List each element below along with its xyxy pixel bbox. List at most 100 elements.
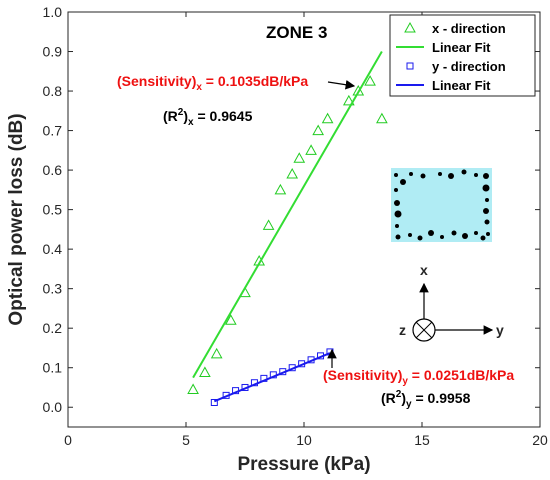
specimen-dot	[395, 234, 401, 240]
y-tick-label: 0.5	[43, 202, 63, 218]
legend-label-0: x - direction	[432, 21, 506, 36]
specimen-dot	[400, 179, 406, 185]
specimen-dot	[428, 230, 434, 236]
sensitivity-x-label: (Sensitivity)	[117, 73, 196, 89]
data-point-x-direction	[187, 383, 199, 394]
data-point-x-direction	[274, 183, 287, 195]
data-point-x-direction	[210, 347, 223, 359]
specimen-dot	[483, 173, 489, 179]
data-point-x-direction	[224, 314, 237, 325]
legend-label-1: Linear Fit	[432, 40, 491, 55]
r2-y-superscript: 2	[396, 389, 402, 400]
specimen-dot	[483, 208, 489, 214]
r2-x-subscript: x	[188, 117, 194, 128]
axis-diagram-y-label: y	[496, 322, 504, 338]
sensitivity-y-annotation: (Sensitivity)y = 0.0251dB/kPa	[323, 367, 514, 387]
y-tick-label: 0.7	[43, 123, 63, 139]
specimen-dot	[474, 173, 478, 177]
r2-y-value: = 0.9958	[412, 390, 471, 406]
specimen-dot	[462, 233, 468, 239]
data-point-x-direction	[342, 94, 355, 106]
y-axis-label: Optical power loss (dB)	[6, 113, 27, 325]
data-point-x-direction	[262, 219, 275, 230]
specimen-dot	[394, 173, 398, 177]
x-tick-label: 15	[414, 432, 430, 448]
data-point-x-direction	[364, 75, 376, 86]
data-point-y-direction	[210, 398, 218, 406]
fit-line-3	[213, 352, 331, 403]
legend-marker-triangle	[404, 21, 416, 33]
data-point-x-direction	[293, 152, 306, 163]
specimen-dot	[482, 184, 490, 192]
data-point-x-direction	[376, 112, 388, 124]
x-axis-label: Pressure (kPa)	[237, 454, 370, 475]
y-tick-label: 0.3	[43, 281, 63, 297]
y-tick-label: 0.6	[43, 162, 63, 178]
specimen-inset-rect	[391, 168, 492, 242]
legend-box	[389, 14, 536, 97]
specimen-dot	[394, 188, 398, 192]
specimen-dot	[438, 172, 442, 176]
specimen-dot	[420, 173, 426, 179]
specimen-dot	[448, 173, 454, 179]
r2-y-annotation: (R2)y = 0.9958	[381, 389, 471, 410]
data-point-x-direction	[199, 366, 211, 377]
y-tick-label: 0.0	[43, 399, 63, 415]
specimen-dot	[461, 169, 467, 175]
r2-x-annotation: (R2)x = 0.9645	[163, 107, 253, 128]
axis-diagram-z-cross-b	[415, 321, 433, 339]
y-tick-label: 0.2	[43, 320, 63, 336]
specimen-dot	[451, 230, 457, 236]
r2-x-superscript: 2	[178, 107, 184, 118]
sensitivity-x-value: = 0.1035dB/kPa	[202, 73, 308, 89]
x-tick-label: 20	[532, 432, 548, 448]
specimen-inset	[391, 168, 492, 242]
y-tick-label: 0.8	[43, 83, 63, 99]
fit-line-1	[192, 51, 383, 379]
specimen-dot	[417, 235, 423, 241]
data-point-x-direction	[321, 112, 334, 124]
sensitivity-y-label: (Sensitivity)	[323, 367, 402, 383]
data-point-x-direction	[312, 124, 325, 136]
specimen-dot	[480, 235, 486, 241]
specimen-dot	[485, 198, 489, 202]
x-tick-label: 0	[64, 432, 72, 448]
data-point-x-direction	[305, 144, 317, 155]
chart-marks	[187, 51, 388, 406]
sensitivity-x-annotation: (Sensitivity)x = 0.1035dB/kPa	[117, 73, 308, 93]
legend-label-2: y - direction	[432, 59, 506, 74]
y-tick-label: 0.1	[43, 360, 63, 376]
sensitivity-x-subscript: x	[196, 82, 202, 93]
y-tick-label: 0.9	[43, 44, 63, 60]
data-point-x-direction	[286, 168, 299, 179]
sensitivity-y-value: = 0.0251dB/kPa	[408, 367, 514, 383]
x-tick-label: 10	[296, 432, 312, 448]
specimen-dot	[409, 172, 413, 176]
axis-diagram-z-label: z	[399, 322, 406, 338]
r2-x-close: )	[183, 108, 188, 124]
axis-diagram-x-label: x	[420, 262, 428, 278]
x-tick-label: 5	[182, 432, 190, 448]
y-tick-label: 1.0	[43, 4, 63, 20]
specimen-dot	[474, 231, 478, 235]
axis-diagram: x y z	[399, 262, 504, 342]
axis-ticks: 0 5 10 15 20 0.0 0.1 0.2 0.3 0.4 0.5 0.6 0.7 0.8 0.9 1.…	[43, 4, 548, 448]
r2-x-open: (R	[163, 108, 178, 124]
y-tick-label: 0.4	[43, 241, 63, 257]
specimen-dot	[394, 200, 400, 206]
r2-y-open: (R	[381, 390, 396, 406]
legend: x - direction Linear Fit y - direction Line…	[389, 14, 536, 97]
chart-title: ZONE 3	[266, 23, 327, 42]
specimen-dot	[486, 232, 490, 236]
data-point-x-direction	[352, 85, 365, 96]
r2-y-close: )	[401, 390, 406, 406]
r2-x-value: = 0.9645	[194, 108, 253, 124]
specimen-dot	[440, 235, 444, 239]
specimen-dot	[394, 210, 402, 218]
specimen-dot	[408, 233, 412, 237]
sensitivity-x-arrow	[327, 79, 356, 90]
sensitivity-y-subscript: y	[402, 376, 408, 387]
r2-y-subscript: y	[406, 399, 412, 410]
legend-marker-square	[406, 62, 414, 70]
